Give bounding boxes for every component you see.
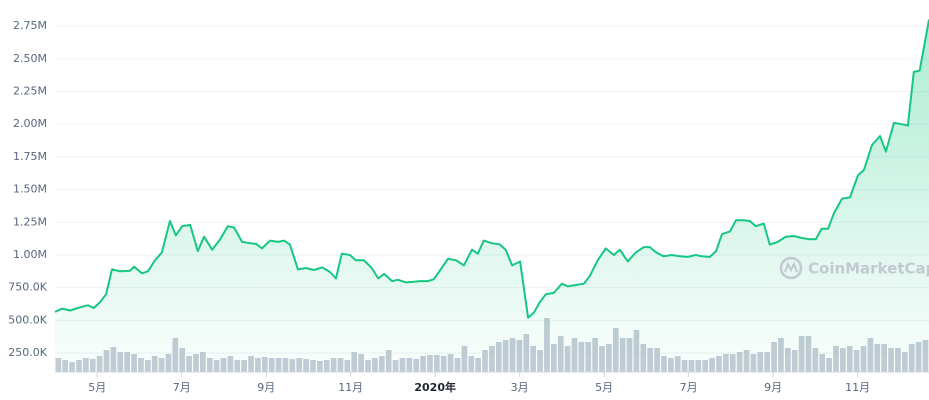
line xyxy=(54,19,929,319)
y-tick-label: 2.75M xyxy=(13,19,47,32)
x-tick-label: 7月 xyxy=(680,381,698,394)
y-tick-label: 2.00M xyxy=(13,117,47,130)
watermark-logo xyxy=(779,256,803,280)
y-tick-label: 250.0K xyxy=(8,346,47,359)
x-tick-label: 2020年 xyxy=(414,380,456,394)
x-tick-label: 3月 xyxy=(511,381,529,394)
x-tick-label: 11月 xyxy=(338,381,363,394)
y-tick-label: 1.75M xyxy=(13,150,47,163)
watermark: CoinMarketCap xyxy=(779,256,929,280)
watermark-text: CoinMarketCap xyxy=(808,260,929,278)
y-tick-label: 2.50M xyxy=(13,52,47,65)
y-tick-label: 1.00M xyxy=(13,248,47,261)
y-tick-label: 500.0K xyxy=(8,313,47,326)
x-tick-label: 5月 xyxy=(88,381,106,394)
x-tick-label: 5月 xyxy=(595,381,613,394)
watermark-logo-mark xyxy=(784,261,798,273)
y-tick-label: 750.0K xyxy=(8,281,47,294)
x-tick-label: 9月 xyxy=(764,381,782,394)
y-tick-label: 2.25M xyxy=(13,85,47,98)
x-tick-label: 11月 xyxy=(845,381,870,394)
x-tick-label: 7月 xyxy=(173,381,191,394)
x-tick-label: 9月 xyxy=(257,381,275,394)
y-tick-label: 1.50M xyxy=(13,183,47,196)
y-tick-label: 1.25M xyxy=(13,215,47,228)
area xyxy=(55,19,929,372)
